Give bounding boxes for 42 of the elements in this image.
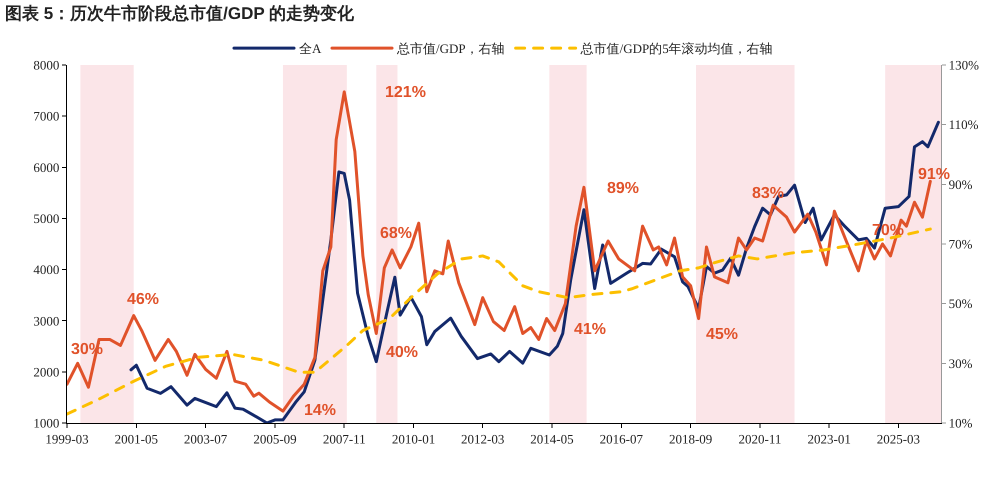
y-tick-label: 3000 [33,313,60,328]
x-tick-label: 2025-03 [876,432,920,447]
annotation: 121% [385,84,426,101]
y-tick-label: 4000 [33,262,60,278]
y2-tick-label: 50% [948,296,973,312]
annotation: 91% [918,166,950,183]
x-tick-label: 2016-07 [600,432,644,447]
y2-tick-label: 70% [948,236,973,252]
x-tick-label: 2020-11 [738,432,782,447]
y2-tick-label: 90% [948,176,973,192]
x-tick-label: 1999-03 [45,432,89,447]
x-tick-label: 2023-01 [808,432,851,447]
x-tick-label: 2001-05 [114,432,158,447]
y2-tick-label: 110% [948,117,979,132]
annotation: 41% [574,321,606,338]
legend-label: 全A [299,41,322,56]
chart-title: 图表 5：历次牛市阶段总市值/GDP 的走势变化 [4,4,356,24]
legend-label: 总市值/GDP的5年滚动均值，右轴 [580,41,773,56]
y-tick-label: 6000 [33,160,60,175]
y-tick-label: 5000 [33,210,60,226]
y2-tick-label: 30% [948,356,973,371]
annotation: 45% [706,326,738,343]
annotation: 46% [127,291,160,308]
y-tick-label: 8000 [33,58,60,73]
x-tick-label: 2012-03 [461,432,504,447]
annotation: 68% [380,225,412,242]
x-tick-label: 2014-05 [530,432,574,447]
x-tick-label: 2003-07 [184,432,228,447]
y2-tick-label: 130% [948,58,980,73]
y2-tick-label: 10% [948,416,973,431]
y-tick-label: 1000 [33,416,60,431]
x-tick-label: 2018-09 [668,432,712,447]
legend-label: 总市值/GDP，右轴 [396,41,505,56]
x-tick-label: 2010-01 [392,432,436,447]
annotation: 89% [607,180,640,197]
x-tick-label: 2007-11 [322,432,366,447]
annotation: 40% [386,344,418,361]
y-tick-label: 2000 [33,364,60,380]
x-tick-label: 2005-09 [253,432,297,447]
annotation: 83% [752,185,784,202]
annotation: 14% [304,402,336,419]
y-tick-label: 7000 [33,108,60,124]
